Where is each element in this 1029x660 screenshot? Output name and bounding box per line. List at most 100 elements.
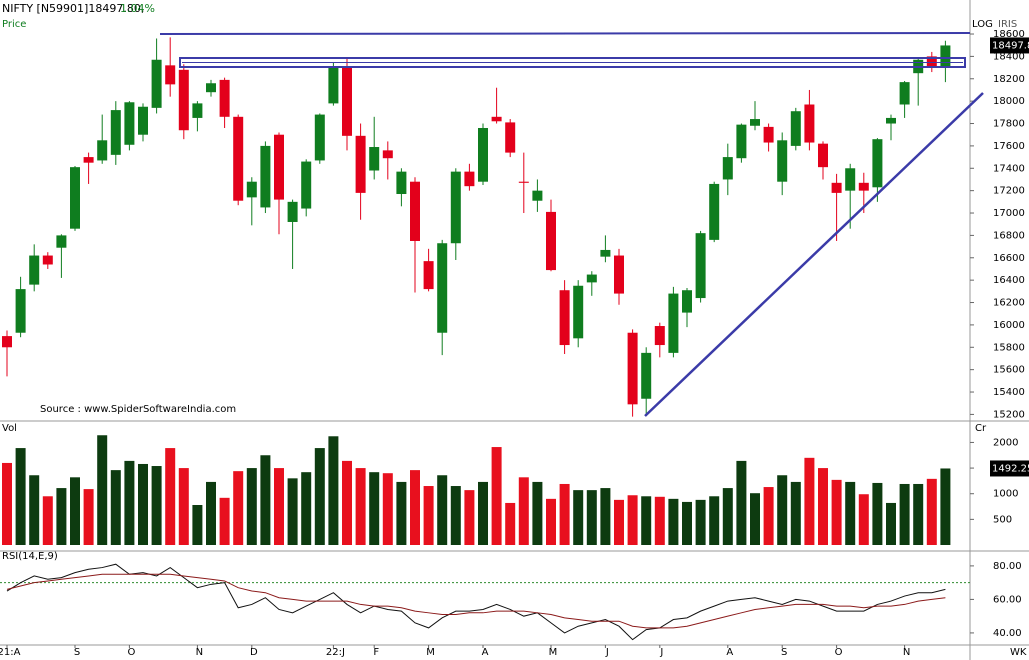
volume-bar	[42, 496, 53, 545]
volume-bar	[641, 496, 652, 545]
candle-body	[301, 161, 312, 209]
candle-body	[750, 119, 760, 126]
volume-bar	[246, 468, 257, 545]
y-tick-label: 1000	[993, 489, 1018, 500]
y-tick-label: 40.00	[993, 628, 1022, 639]
volume-bar	[600, 488, 611, 545]
candle-body	[355, 135, 366, 193]
volume-bar	[559, 483, 570, 545]
volume-bar	[777, 475, 788, 545]
candle-body	[206, 83, 216, 93]
x-tick-label: S	[74, 647, 80, 658]
scale-label: IRIS	[998, 19, 1017, 30]
volume-bar	[192, 505, 203, 545]
candle-body	[260, 145, 271, 208]
candle-body	[29, 255, 40, 285]
volume-bar	[124, 460, 135, 545]
rsi-line	[6, 563, 946, 641]
candle-body	[83, 157, 94, 163]
volume-bar	[614, 499, 624, 545]
candle-body	[614, 255, 624, 294]
candle-body	[110, 110, 121, 155]
last-volume-box	[990, 460, 1029, 477]
rsi-line	[6, 573, 946, 629]
change: 1.04%	[120, 2, 155, 15]
volume-bar	[342, 460, 352, 545]
candle-body	[178, 69, 189, 131]
last-price-box	[990, 37, 1029, 54]
volume-bar	[410, 470, 420, 545]
candle-body	[42, 255, 53, 265]
volume-bar	[178, 468, 189, 545]
volume-bar	[872, 482, 883, 545]
volume-bar	[654, 496, 665, 545]
x-axis-label: WK	[1010, 647, 1027, 658]
x-tick-label: A	[482, 647, 489, 658]
candle-body	[124, 102, 135, 145]
candle-body	[736, 124, 747, 159]
x-tick-label: N	[903, 647, 910, 658]
candle-body	[342, 67, 352, 136]
volume-bar	[328, 436, 339, 545]
y-tick-label: 16800	[993, 230, 1025, 241]
y-tick-label: 18200	[993, 74, 1025, 85]
last-volume: 1492.25	[992, 463, 1029, 474]
candle-body	[56, 235, 67, 248]
candle-body	[926, 56, 937, 67]
volume-bar	[151, 466, 162, 545]
candle-body	[600, 249, 611, 257]
candle-body	[437, 243, 448, 333]
volume-bar	[369, 472, 380, 545]
candle-body	[70, 167, 80, 229]
candle-body	[165, 65, 176, 85]
candle-body	[586, 274, 597, 283]
panel-label: Vol	[2, 423, 17, 434]
candle-body	[518, 181, 529, 183]
volume-bar	[15, 448, 26, 545]
candle-body	[410, 181, 420, 241]
volume-bar	[437, 475, 448, 545]
volume-bar	[355, 468, 366, 545]
support-trendline	[644, 92, 984, 417]
volume-bar	[478, 481, 488, 545]
volume-bar	[682, 501, 692, 545]
chart-title: NIFTY [N59901]18497.80,	[2, 2, 144, 15]
volume-bar	[491, 447, 502, 545]
x-tick-label: A	[726, 647, 733, 658]
volume-bar	[845, 481, 856, 545]
candle-body	[192, 103, 203, 118]
volume-bar	[505, 502, 516, 545]
candle-body	[382, 150, 393, 159]
volume-bar	[831, 479, 842, 545]
candle-body	[233, 116, 244, 201]
volume-bar	[301, 472, 312, 545]
candle-body	[546, 211, 556, 271]
volume-bar	[97, 435, 108, 545]
x-tick-label: F	[373, 647, 379, 658]
volume-bar	[382, 473, 393, 545]
x-tick-label: O	[127, 647, 135, 658]
volume-bar	[219, 497, 230, 545]
candle-body	[532, 190, 543, 201]
volume-bar	[913, 483, 924, 545]
candle-body	[138, 106, 148, 135]
unit-label: Cr	[975, 423, 987, 434]
last-price: 18497.8	[992, 40, 1029, 51]
candle-body	[790, 111, 801, 146]
candle-body	[627, 332, 638, 405]
candle-body	[641, 352, 652, 399]
y-tick-label: 17800	[993, 119, 1025, 130]
y-tick-label: 18400	[993, 51, 1025, 62]
candle-body	[369, 147, 380, 171]
resistance-zone	[179, 57, 966, 68]
volume-bar	[722, 488, 733, 545]
volume-bar	[314, 448, 325, 545]
candle-body	[654, 326, 665, 346]
candle-body	[219, 79, 230, 117]
volume-bar	[886, 502, 896, 545]
volume-bar	[804, 457, 815, 545]
candle-body	[804, 104, 815, 143]
candle-body	[274, 134, 284, 200]
x-tick-label: N	[196, 647, 203, 658]
